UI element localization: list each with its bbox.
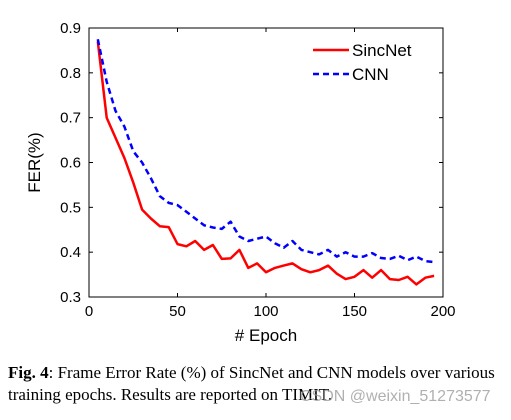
x-tick-label: 150 [342,303,367,320]
y-tick-label: 0.5 [60,199,81,216]
x-tick-label: 200 [430,303,455,320]
y-tick-label: 0.8 [60,65,81,82]
y-tick-label: 0.7 [60,110,81,127]
y-axis-ticks: 0.3 0.4 0.5 0.6 0.7 0.8 0.9 [60,20,443,306]
y-tick-label: 0.4 [60,244,81,261]
line-chart: 0 50 100 150 200 0.3 0.4 0.5 0.6 0.7 0.8 0.9 # Epo… [0,0,511,350]
x-tick-label: 100 [253,303,278,320]
x-tick-label: 0 [85,303,93,320]
y-tick-label: 0.3 [60,289,81,306]
x-axis-title: # Epoch [235,326,297,345]
legend-label-cnn: CNN [352,65,389,84]
y-axis-title: FER(%) [25,132,44,192]
x-axis-ticks: 0 50 100 150 200 [85,28,456,320]
y-tick-label: 0.9 [60,20,81,37]
watermark-text: CSDN @weixin_51273577 [300,388,491,406]
figure-label: Fig. 4 [8,363,49,382]
legend-label-sincnet: SincNet [352,41,412,60]
legend: SincNet CNN [313,41,412,84]
y-tick-label: 0.6 [60,155,81,172]
x-tick-label: 50 [169,303,186,320]
